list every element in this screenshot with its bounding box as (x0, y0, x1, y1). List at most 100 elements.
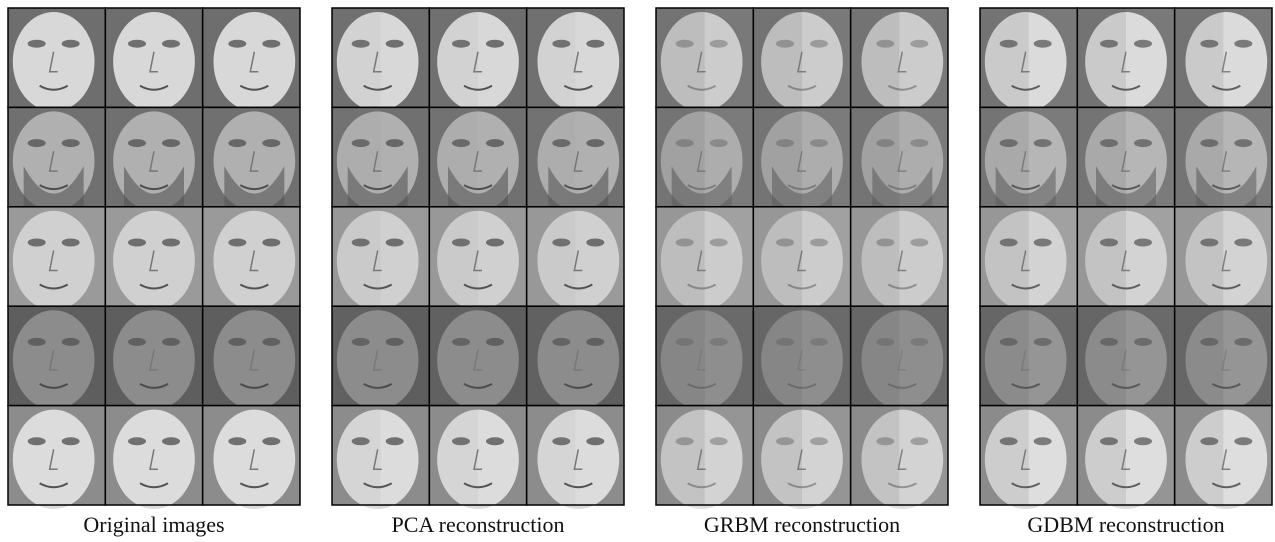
eye (162, 139, 180, 147)
face-tile (429, 107, 526, 210)
eye (128, 338, 146, 346)
left-overlay (1175, 107, 1224, 206)
half-overlay (1223, 406, 1272, 505)
half-overlay (802, 207, 851, 306)
eye (162, 338, 180, 346)
face-tile (8, 207, 105, 310)
left-overlay (1077, 306, 1126, 405)
face-tile (656, 8, 753, 111)
half-overlay (1126, 306, 1175, 405)
face-tile (8, 406, 105, 509)
half-overlay (1126, 8, 1175, 107)
eye (386, 239, 404, 247)
half-overlay (899, 306, 948, 405)
face-tile (203, 207, 300, 310)
face-tile (527, 406, 624, 509)
left-overlay (753, 107, 802, 206)
face-tile (1077, 107, 1174, 210)
half-overlay (1029, 406, 1078, 505)
face-tile (753, 207, 850, 310)
face (213, 410, 295, 509)
left-overlay (1077, 207, 1126, 306)
left-overlay (851, 406, 900, 505)
left-overlay (656, 8, 705, 107)
face-tile (851, 406, 948, 509)
face-tile (527, 306, 624, 409)
eye (62, 338, 80, 346)
face-tile (753, 406, 850, 509)
eye (28, 437, 46, 445)
face-tile (203, 306, 300, 409)
left-overlay (332, 8, 381, 107)
face-tile (1175, 306, 1272, 409)
left-overlay (851, 8, 900, 107)
face-tile (8, 107, 105, 210)
figure: Original imagesPCA reconstructionGRBM re… (0, 0, 1275, 542)
face (13, 310, 95, 409)
left-overlay (429, 107, 478, 206)
face (213, 310, 295, 409)
face-tile (980, 107, 1077, 210)
left-overlay (1175, 8, 1224, 107)
left-overlay (753, 207, 802, 306)
eye (386, 139, 404, 147)
left-overlay (332, 207, 381, 306)
face-tile (1175, 107, 1272, 210)
left-overlay (656, 306, 705, 405)
face (113, 211, 195, 310)
face-tile (980, 306, 1077, 409)
eye (586, 437, 604, 445)
left-overlay (429, 8, 478, 107)
face-tile (1077, 8, 1174, 111)
face-tile (203, 107, 300, 210)
face-tile (527, 207, 624, 310)
face-tile (105, 406, 202, 509)
left-overlay (429, 306, 478, 405)
caption: GDBM reconstruction (1027, 512, 1224, 537)
left-overlay (753, 406, 802, 505)
eye (228, 437, 246, 445)
face (213, 12, 295, 111)
eye (486, 40, 504, 48)
half-overlay (1223, 306, 1272, 405)
face-tile (429, 8, 526, 111)
face-tile (1175, 207, 1272, 310)
face-tile (851, 306, 948, 409)
face (213, 211, 295, 310)
eye (386, 40, 404, 48)
caption: Original images (83, 512, 224, 537)
face-tile (656, 107, 753, 210)
face-tile (429, 207, 526, 310)
face-tile (429, 306, 526, 409)
eye (228, 239, 246, 247)
face-tile (332, 207, 429, 310)
eye (586, 239, 604, 247)
left-overlay (1175, 306, 1224, 405)
eye (262, 40, 280, 48)
eye (62, 437, 80, 445)
half-overlay (899, 406, 948, 505)
half-overlay (802, 306, 851, 405)
left-overlay (527, 306, 576, 405)
face-tile (851, 107, 948, 210)
eye (262, 437, 280, 445)
eye (486, 437, 504, 445)
half-overlay (705, 406, 754, 505)
eye (62, 40, 80, 48)
left-overlay (1077, 406, 1126, 505)
left-overlay (753, 8, 802, 107)
eye (386, 338, 404, 346)
eye (262, 239, 280, 247)
face-tile (980, 406, 1077, 509)
left-overlay (527, 8, 576, 107)
eye (486, 139, 504, 147)
face (13, 12, 95, 111)
face-tile (527, 8, 624, 111)
half-overlay (1126, 207, 1175, 306)
eye (228, 40, 246, 48)
face-tile (8, 8, 105, 111)
face-tile (656, 306, 753, 409)
face-tile (851, 207, 948, 310)
face (13, 410, 95, 509)
half-overlay (1223, 107, 1272, 206)
